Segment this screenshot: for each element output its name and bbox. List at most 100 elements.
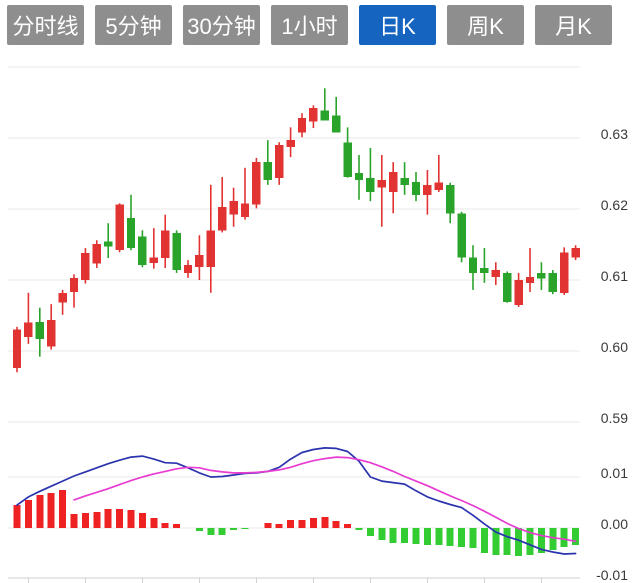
period-tabbar: 分时线 5分钟 30分钟 1小时 日K 周K 月K [7,5,612,45]
candle-body [92,243,101,264]
macd-bar [24,499,32,528]
candle [400,162,409,195]
macd-bar [537,528,545,553]
candle [309,105,318,129]
candle [514,272,523,307]
candle [115,203,124,253]
candle [468,245,478,290]
macd-dea-line [73,456,577,543]
macd-bar [275,523,283,528]
macd-bar [321,516,329,528]
tab-monthly-k[interactable]: 月K [535,5,612,45]
candle-body [571,248,580,258]
macd-axis-label: -0.01 [596,567,628,583]
tab-30min[interactable]: 30分钟 [183,5,260,45]
candle-body [183,265,193,273]
candle [218,177,227,233]
macd-axis-label: 0.00 [601,516,628,532]
price-axis-label: 0.60 [601,339,628,355]
candle-body [514,280,523,305]
macd-bar [93,512,101,528]
candle-body [240,203,250,217]
macd-bar [503,528,511,556]
candle [446,182,455,224]
tab-timeshare-line[interactable]: 分时线 [7,5,84,45]
macd-bar [59,489,67,528]
candle-body [503,272,512,303]
candle [69,274,79,308]
candle [81,248,90,284]
price-axis-label: 0.63 [601,126,628,142]
candle-body [480,267,489,273]
candle-body [525,277,535,283]
macd-histogram [13,489,580,557]
candle-body [104,241,113,247]
macd-bar [526,528,534,556]
candle-body [218,206,227,231]
macd-bar [104,509,112,528]
candle [138,230,147,268]
candle [560,247,569,295]
tab-1hour[interactable]: 1小时 [271,5,348,45]
macd-bar [309,517,317,528]
candle [35,307,44,357]
candle-body [35,321,44,339]
macd-bar [469,528,477,548]
macd-bar [435,528,443,545]
macd-bar [218,528,226,536]
candle [377,155,386,227]
candle [457,211,466,263]
candle-body [172,233,181,271]
candle [126,194,136,251]
candles-layer [12,88,580,373]
tab-daily-k[interactable]: 日K [359,5,436,45]
candle-body [411,182,421,195]
candle [332,96,341,133]
candle [58,289,67,315]
candle [47,304,56,350]
macd-bar [572,528,580,545]
candle [172,230,181,273]
candle-body [81,253,90,280]
candle [161,214,170,268]
candle-body [47,319,56,347]
candle [423,169,432,215]
candle [491,262,500,285]
macd-bar [230,528,238,531]
candle [206,184,215,293]
candle-body [297,118,307,133]
axis-labels: 0.63 0.62 0.61 0.60 0.59 0.01 0.00 -0.01 [596,126,628,583]
candle-body [195,255,204,268]
candle [24,292,33,344]
candle-body [161,230,170,258]
macd-bar [195,528,203,532]
gridlines-layer [8,66,580,529]
candle [275,142,284,185]
macd-bar [492,528,500,556]
macd-bar [81,513,89,528]
candle-body [12,329,22,369]
candle-body [69,277,79,293]
candle-body [309,108,318,122]
macd-bar [287,519,295,528]
candle-body [400,177,409,185]
macd-bar [138,513,146,528]
candle-body [229,201,238,215]
candle-body [320,110,329,121]
tab-5min[interactable]: 5分钟 [95,5,172,45]
macd-bar [355,528,363,531]
candle-body [206,230,215,268]
macd-bar [207,528,215,536]
candle [104,223,113,258]
macd-axis-label: 0.01 [601,465,628,481]
candle [286,127,295,158]
candle [297,113,307,138]
tab-weekly-k[interactable]: 周K [447,5,524,45]
macd-bar [446,528,454,546]
candle [480,248,489,283]
macd-bar [264,522,272,528]
candle-body [24,322,33,337]
candle [12,326,22,373]
